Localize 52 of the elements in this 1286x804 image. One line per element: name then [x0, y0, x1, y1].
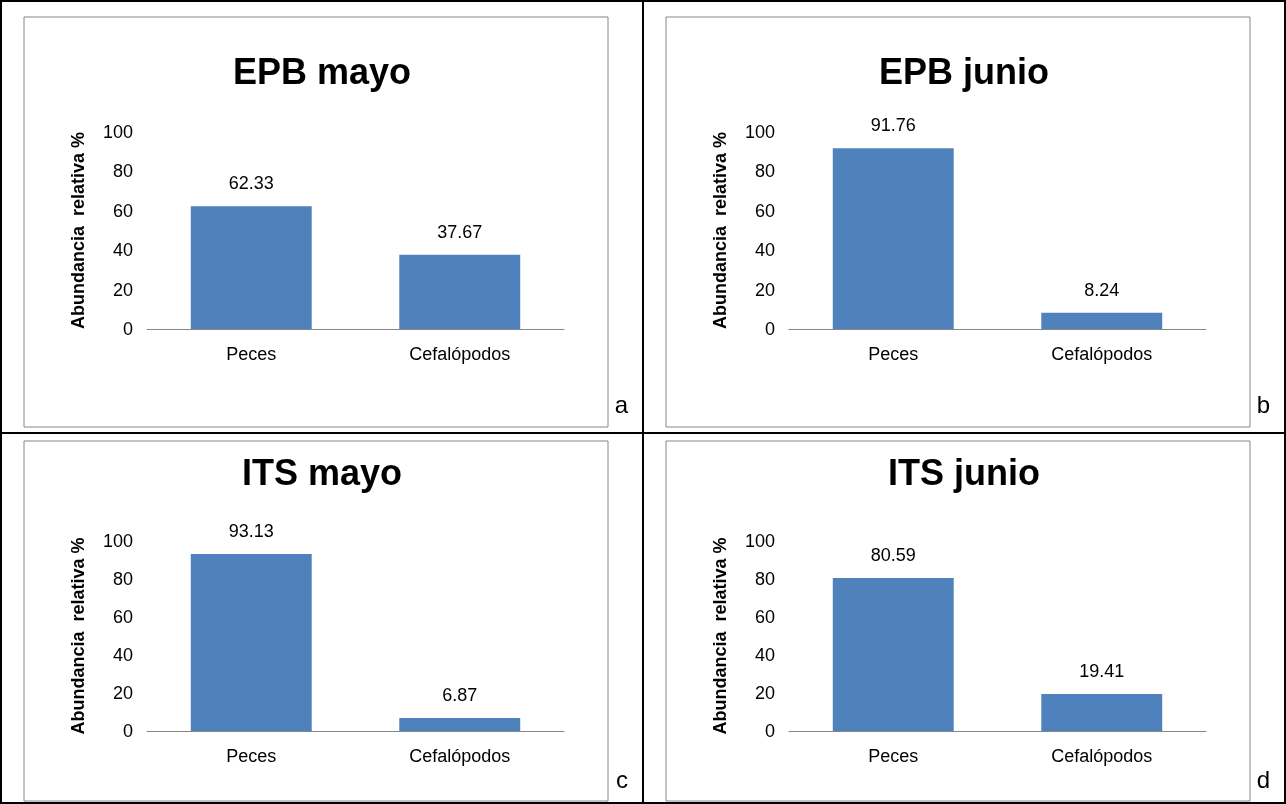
data-label: 19.41: [1079, 661, 1125, 682]
y-tick-label: 0: [122, 319, 133, 339]
y-tick-label: 40: [112, 240, 133, 261]
y-axis-title: Abundancia relativa %: [710, 131, 730, 330]
text: c: [616, 765, 628, 793]
y-tick-label: 100: [102, 531, 133, 551]
chart-title: EPB mayo: [232, 50, 412, 92]
chart-title: ITS mayo: [241, 451, 403, 493]
x-tick-label: Cefalópodos: [1051, 746, 1153, 766]
y-tick-label: 0: [122, 721, 133, 741]
data-label: 80.59: [870, 544, 916, 565]
x-tick-label: Peces: [868, 344, 919, 364]
y-tick-label: 20: [112, 279, 133, 300]
y-tick-label: 60: [112, 200, 133, 221]
y-tick-label: 0: [764, 319, 775, 339]
y-axis-title: Abundancia relativa %: [68, 537, 88, 735]
y-tick-label: 0: [764, 721, 775, 741]
chart-title: EPB junio: [879, 50, 1049, 92]
x-tick-label: Cefalópodos: [1051, 344, 1153, 364]
y-tick-label: 40: [754, 240, 775, 261]
y-tick-label: 80: [112, 161, 133, 182]
x-tick-label: Cefalópodos: [409, 746, 511, 766]
y-tick-label: 40: [754, 645, 775, 665]
y-tick-label: 100: [102, 122, 133, 142]
y-tick-label: 100: [744, 531, 775, 551]
x-tick-label: Peces: [226, 344, 277, 364]
data-label: 8.24: [1084, 279, 1120, 300]
y-tick-label: 80: [754, 569, 775, 589]
data-label: 91.76: [870, 115, 916, 136]
x-tick-label: Peces: [226, 746, 277, 766]
y-tick-label: 80: [754, 161, 775, 182]
data-label: 93.13: [228, 521, 274, 542]
text: d: [1256, 765, 1271, 793]
y-tick-label: 60: [754, 607, 775, 627]
data-label: 37.67: [437, 221, 483, 242]
text: b: [1256, 390, 1271, 418]
chart-title: ITS junio: [888, 451, 1040, 493]
y-tick-label: 40: [112, 645, 133, 665]
text: a: [614, 390, 629, 418]
data-label: 62.33: [228, 173, 274, 194]
y-tick-label: 20: [112, 683, 133, 703]
x-tick-label: Peces: [868, 746, 919, 766]
y-tick-label: 20: [754, 683, 775, 703]
y-tick-label: 20: [754, 279, 775, 300]
x-tick-label: Cefalópodos: [409, 344, 511, 364]
y-axis-title: Abundancia relativa %: [68, 131, 88, 330]
y-axis-title: Abundancia relativa %: [710, 537, 730, 735]
y-tick-label: 80: [112, 569, 133, 589]
data-label: 6.87: [442, 684, 478, 705]
y-tick-label: 60: [112, 607, 133, 627]
y-tick-label: 60: [754, 200, 775, 221]
y-tick-label: 100: [744, 122, 775, 142]
